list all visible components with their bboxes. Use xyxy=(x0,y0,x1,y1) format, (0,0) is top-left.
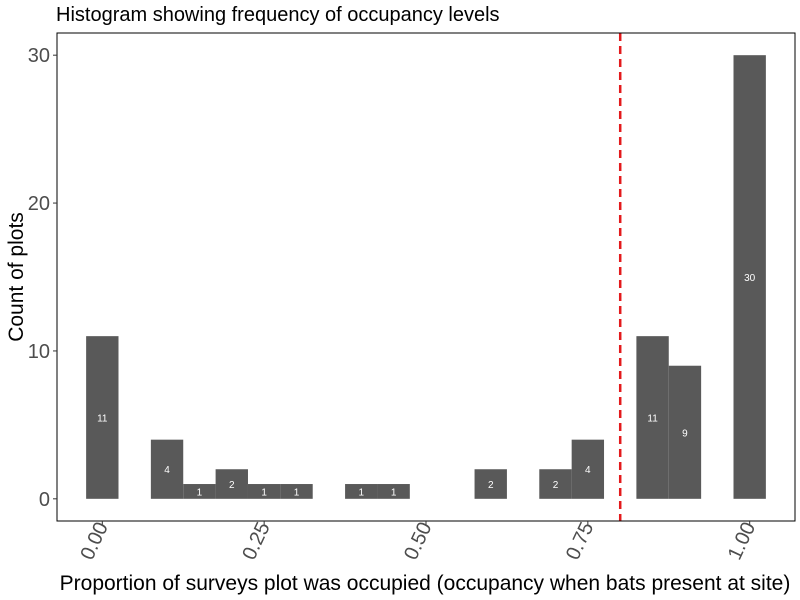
histogram-bar xyxy=(280,484,313,499)
histogram-bar xyxy=(345,484,378,499)
bar-count-label: 11 xyxy=(97,413,108,424)
bar-count-label: 2 xyxy=(488,480,494,491)
histogram-bar xyxy=(86,336,119,499)
bar-count-label: 1 xyxy=(261,487,267,498)
histogram-bar xyxy=(183,484,216,499)
histogram-bar xyxy=(474,469,507,499)
bar-count-label: 2 xyxy=(553,480,559,491)
histogram-bar xyxy=(539,469,572,499)
y-tick-label: 20 xyxy=(28,193,50,215)
x-axis: 0.00 0.25 0.50 0.75 1.00 xyxy=(76,519,760,564)
bar-count-label: 1 xyxy=(391,487,397,498)
bar-count-label: 11 xyxy=(647,413,658,424)
histogram-bar xyxy=(571,439,605,499)
chart-title: Histogram showing frequency of occupancy… xyxy=(56,4,500,26)
bar-count-label: 9 xyxy=(682,428,688,439)
bar-count-label: 1 xyxy=(358,487,364,498)
bar-count-label: 4 xyxy=(164,465,170,476)
histogram-bar xyxy=(215,469,248,499)
x-axis-label: Proportion of surveys plot was occupied … xyxy=(59,572,791,595)
x-tick-label: 0.00 xyxy=(76,519,112,564)
y-tick-label: 30 xyxy=(28,45,50,67)
bar-count-label: 2 xyxy=(229,480,235,491)
bar-count-label: 4 xyxy=(585,465,591,476)
x-tick-label: 1.00 xyxy=(724,519,760,564)
x-tick-label: 0.75 xyxy=(562,519,598,564)
x-tick-label: 0.25 xyxy=(238,519,274,564)
bars-layer xyxy=(86,55,766,499)
histogram-bar xyxy=(668,365,702,499)
x-tick-label: 0.50 xyxy=(400,519,436,564)
y-tick-label: 10 xyxy=(28,341,50,363)
histogram-bar xyxy=(733,55,766,499)
y-axis-label: Count of plots xyxy=(5,212,28,342)
histogram-bar xyxy=(150,439,184,499)
histogram-bar xyxy=(636,336,669,499)
y-axis: 0 10 20 30 xyxy=(28,45,57,511)
y-tick-label: 0 xyxy=(39,489,50,511)
bar-count-label: 1 xyxy=(197,487,203,498)
histogram-bar xyxy=(377,484,410,499)
histogram-bar xyxy=(247,484,281,499)
bar-count-label: 30 xyxy=(744,273,756,284)
bar-count-label: 1 xyxy=(294,487,300,498)
